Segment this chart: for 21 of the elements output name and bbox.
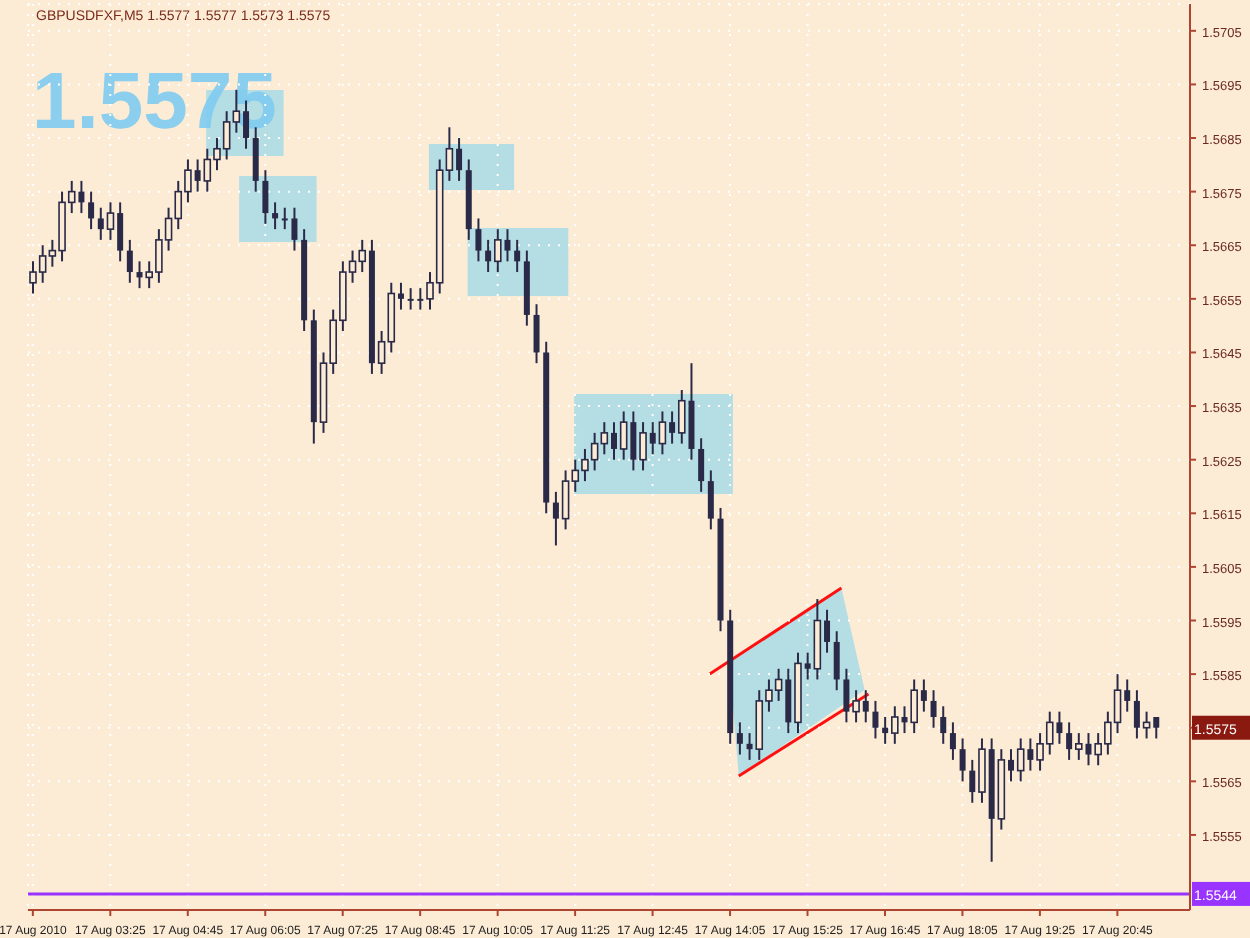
candlestick (872, 699, 879, 740)
candlestick (262, 169, 269, 225)
candlestick (833, 630, 840, 692)
candlestick (677, 388, 686, 445)
candlestick (533, 303, 540, 365)
candlestick (707, 469, 714, 531)
candlestick (940, 705, 947, 745)
candlestick (949, 721, 956, 761)
candlestick (619, 410, 628, 461)
candlestick (736, 721, 743, 756)
candlestick (475, 217, 482, 263)
candlestick (252, 126, 259, 193)
candlestick (88, 190, 95, 231)
candlestick (126, 238, 133, 284)
candlestick (959, 737, 966, 783)
candlestick (514, 238, 521, 274)
candlestick (1016, 737, 1025, 783)
candlestick (698, 437, 705, 493)
candlestick (930, 689, 937, 729)
candlestick (272, 201, 279, 231)
candlestick (658, 410, 667, 456)
